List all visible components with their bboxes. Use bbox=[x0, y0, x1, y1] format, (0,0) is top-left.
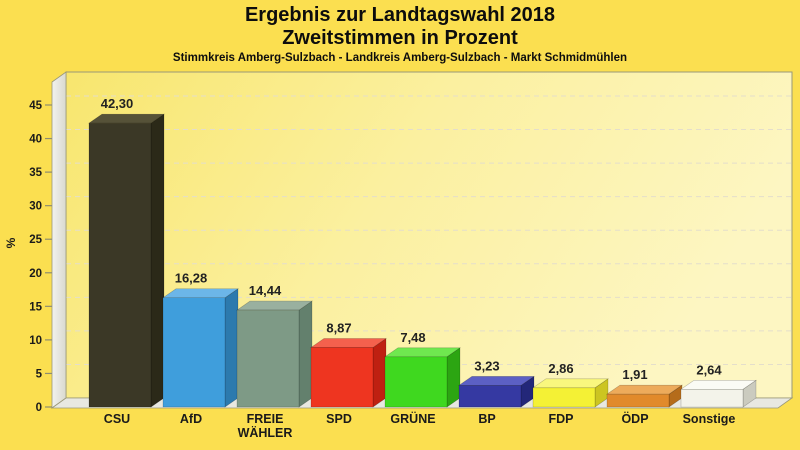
value-label: 7,48 bbox=[400, 330, 425, 345]
bar-sonstige bbox=[680, 379, 757, 408]
chart-subtitle: Zweitstimmen in Prozent bbox=[282, 27, 518, 49]
value-label: 16,28 bbox=[175, 271, 208, 286]
left-wall bbox=[51, 71, 67, 409]
bar-side-face bbox=[446, 347, 461, 408]
y-axis-label-0: 0 bbox=[36, 402, 42, 414]
bar-top-face bbox=[310, 338, 387, 348]
bar-top-face bbox=[606, 384, 683, 395]
bar-freie-w-hler bbox=[236, 300, 313, 408]
category-label: AfD bbox=[180, 412, 202, 426]
bar-front-face bbox=[532, 387, 596, 408]
bar-side-face bbox=[150, 113, 165, 408]
bar-afd bbox=[162, 288, 239, 408]
bar-top-face bbox=[532, 378, 609, 389]
bar-csu bbox=[88, 113, 165, 408]
value-label: 42,30 bbox=[101, 96, 134, 111]
y-axis-label-30: 30 bbox=[29, 201, 42, 213]
bar-front-face bbox=[384, 356, 448, 408]
category-label: WÄHLER bbox=[238, 425, 293, 440]
y-axis-label-40: 40 bbox=[29, 134, 42, 146]
bar-front-face bbox=[162, 297, 226, 408]
bar-bp bbox=[458, 375, 535, 408]
bar-top-face bbox=[236, 300, 313, 311]
y-axis-label-45: 45 bbox=[29, 100, 42, 112]
value-label: 2,86 bbox=[548, 361, 573, 376]
bar-fdp bbox=[532, 378, 609, 408]
category-label: CSU bbox=[104, 412, 130, 426]
category-label: SPD bbox=[326, 412, 352, 426]
y-axis-label-15: 15 bbox=[29, 301, 42, 313]
bar-side-face bbox=[372, 337, 387, 408]
bar-spd bbox=[310, 337, 387, 408]
bar-side-face bbox=[224, 288, 239, 408]
category-label: BP bbox=[478, 412, 495, 426]
bar-front-face bbox=[310, 347, 374, 408]
y-axis-label-20: 20 bbox=[29, 268, 42, 280]
category-label: FDP bbox=[549, 412, 574, 426]
bar-gr-ne bbox=[384, 347, 461, 408]
bar-front-face bbox=[606, 393, 670, 408]
category-label: Sonstige bbox=[683, 412, 736, 426]
chart-title: Ergebnis zur Landtagswahl 2018 bbox=[244, 4, 556, 26]
bar-top-face bbox=[384, 347, 461, 358]
value-label: 2,64 bbox=[696, 362, 722, 377]
bar-front-face bbox=[88, 122, 152, 408]
y-axis-label-35: 35 bbox=[29, 167, 42, 179]
bar-top-face bbox=[162, 288, 239, 299]
y-axis-title: % bbox=[4, 237, 18, 248]
bar-top-face bbox=[88, 113, 165, 124]
y-axis-label-10: 10 bbox=[29, 335, 42, 347]
value-label: 3,23 bbox=[474, 358, 499, 373]
y-axis-label-5: 5 bbox=[36, 368, 43, 380]
bar-top-face bbox=[458, 376, 535, 386]
bar-front-face bbox=[458, 385, 522, 408]
y-axis-label-25: 25 bbox=[29, 234, 42, 246]
bar--dp bbox=[606, 384, 683, 408]
bar-front-face bbox=[680, 388, 744, 408]
category-label: GRÜNE bbox=[390, 411, 435, 426]
category-label: FREIE bbox=[247, 412, 284, 426]
value-label: 1,91 bbox=[622, 367, 647, 382]
category-label: ÖDP bbox=[621, 411, 648, 426]
value-label: 8,87 bbox=[326, 320, 351, 335]
bar-front-face bbox=[236, 309, 300, 408]
bar-top-face bbox=[680, 379, 757, 390]
chart-region-note: Stimmkreis Amberg-Sulzbach - Landkreis A… bbox=[172, 52, 628, 64]
value-label: 14,44 bbox=[249, 283, 282, 298]
bar-side-face bbox=[298, 300, 313, 408]
